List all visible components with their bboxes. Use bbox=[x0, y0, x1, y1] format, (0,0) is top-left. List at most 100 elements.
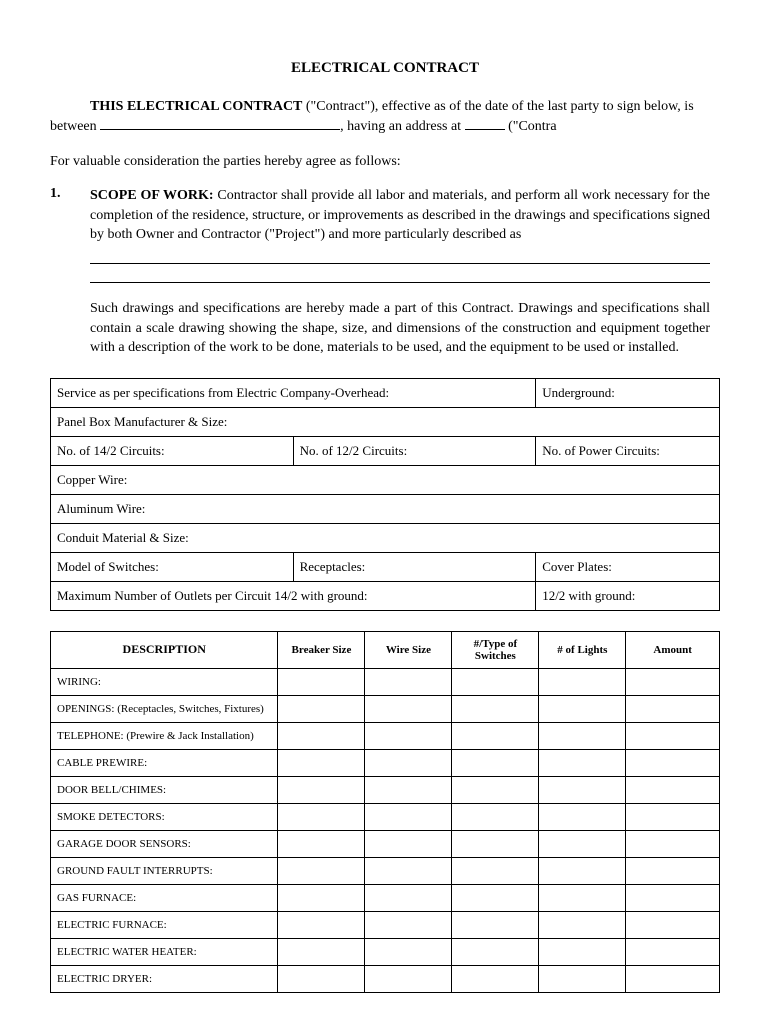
cell[interactable] bbox=[278, 884, 365, 911]
cell[interactable] bbox=[626, 776, 720, 803]
header-amount: Amount bbox=[626, 631, 720, 668]
blank-party[interactable] bbox=[100, 129, 340, 130]
desc-label: SMOKE DETECTORS: bbox=[51, 803, 278, 830]
spec-receptacles: Receptacles: bbox=[293, 552, 536, 581]
cell[interactable] bbox=[365, 938, 452, 965]
header-wire: Wire Size bbox=[365, 631, 452, 668]
table-row: GARAGE DOOR SENSORS: bbox=[51, 830, 720, 857]
cell[interactable] bbox=[452, 749, 539, 776]
cell[interactable] bbox=[452, 911, 539, 938]
spec-max-outlets-14-2: Maximum Number of Outlets per Circuit 14… bbox=[51, 581, 536, 610]
table-row: Model of Switches: Receptacles: Cover Pl… bbox=[51, 552, 720, 581]
cell[interactable] bbox=[626, 938, 720, 965]
cell[interactable] bbox=[278, 965, 365, 992]
table-row: SMOKE DETECTORS: bbox=[51, 803, 720, 830]
header-switches: #/Type of Switches bbox=[452, 631, 539, 668]
table-row: ELECTRIC WATER HEATER: bbox=[51, 938, 720, 965]
cell[interactable] bbox=[539, 776, 626, 803]
fill-line-1[interactable] bbox=[90, 249, 710, 264]
cell[interactable] bbox=[365, 965, 452, 992]
spec-underground: Underground: bbox=[536, 378, 720, 407]
cell[interactable] bbox=[452, 938, 539, 965]
cell[interactable] bbox=[539, 695, 626, 722]
table-row: Conduit Material & Size: bbox=[51, 523, 720, 552]
cell[interactable] bbox=[452, 884, 539, 911]
cell[interactable] bbox=[278, 938, 365, 965]
cell[interactable] bbox=[626, 695, 720, 722]
header-breaker: Breaker Size bbox=[278, 631, 365, 668]
spec-table: Service as per specifications from Elect… bbox=[50, 378, 720, 611]
blank-address[interactable] bbox=[465, 129, 505, 130]
cell[interactable] bbox=[365, 911, 452, 938]
cell[interactable] bbox=[452, 857, 539, 884]
cell[interactable] bbox=[278, 803, 365, 830]
cell[interactable] bbox=[365, 695, 452, 722]
cell[interactable] bbox=[365, 803, 452, 830]
desc-label: OPENINGS: (Receptacles, Switches, Fixtur… bbox=[51, 695, 278, 722]
table-row: Aluminum Wire: bbox=[51, 494, 720, 523]
cell[interactable] bbox=[626, 857, 720, 884]
header-lights: # of Lights bbox=[539, 631, 626, 668]
cell[interactable] bbox=[626, 722, 720, 749]
table-row: OPENINGS: (Receptacles, Switches, Fixtur… bbox=[51, 695, 720, 722]
cell[interactable] bbox=[452, 830, 539, 857]
table-row: GROUND FAULT INTERRUPTS: bbox=[51, 857, 720, 884]
cell[interactable] bbox=[365, 668, 452, 695]
cell[interactable] bbox=[278, 668, 365, 695]
cell[interactable] bbox=[452, 722, 539, 749]
table-row: CABLE PREWIRE: bbox=[51, 749, 720, 776]
desc-label: GARAGE DOOR SENSORS: bbox=[51, 830, 278, 857]
cell[interactable] bbox=[626, 884, 720, 911]
cell[interactable] bbox=[278, 722, 365, 749]
cell[interactable] bbox=[278, 749, 365, 776]
table-row: No. of 14/2 Circuits: No. of 12/2 Circui… bbox=[51, 436, 720, 465]
cell[interactable] bbox=[278, 911, 365, 938]
cell[interactable] bbox=[626, 830, 720, 857]
cell[interactable] bbox=[539, 884, 626, 911]
cell[interactable] bbox=[539, 938, 626, 965]
cell[interactable] bbox=[365, 749, 452, 776]
cell[interactable] bbox=[539, 803, 626, 830]
intro-contra: ("Contra bbox=[505, 119, 557, 134]
cell[interactable] bbox=[539, 830, 626, 857]
cell[interactable] bbox=[452, 803, 539, 830]
cell[interactable] bbox=[539, 722, 626, 749]
cell[interactable] bbox=[278, 857, 365, 884]
cell[interactable] bbox=[452, 965, 539, 992]
spec-panel-box: Panel Box Manufacturer & Size: bbox=[51, 407, 720, 436]
cell[interactable] bbox=[626, 803, 720, 830]
cell[interactable] bbox=[626, 911, 720, 938]
cell[interactable] bbox=[626, 965, 720, 992]
cell[interactable] bbox=[539, 965, 626, 992]
cell[interactable] bbox=[626, 749, 720, 776]
intro-having: , having an address at bbox=[340, 119, 464, 134]
cell[interactable] bbox=[452, 668, 539, 695]
table-row: ELECTRIC DRYER: bbox=[51, 965, 720, 992]
desc-label: CABLE PREWIRE: bbox=[51, 749, 278, 776]
cell[interactable] bbox=[278, 695, 365, 722]
spec-12-2-ground: 12/2 with ground: bbox=[536, 581, 720, 610]
table-row: DOOR BELL/CHIMES: bbox=[51, 776, 720, 803]
cell[interactable] bbox=[365, 884, 452, 911]
cell[interactable] bbox=[626, 668, 720, 695]
desc-label: GAS FURNACE: bbox=[51, 884, 278, 911]
cell[interactable] bbox=[365, 857, 452, 884]
section-1-body: SCOPE OF WORK: Contractor shall provide … bbox=[90, 186, 720, 287]
desc-label: ELECTRIC DRYER: bbox=[51, 965, 278, 992]
cell[interactable] bbox=[365, 830, 452, 857]
cell[interactable] bbox=[539, 857, 626, 884]
cell[interactable] bbox=[278, 830, 365, 857]
cell[interactable] bbox=[539, 668, 626, 695]
cell[interactable] bbox=[278, 776, 365, 803]
fill-line-2[interactable] bbox=[90, 268, 710, 283]
section-1: 1. SCOPE OF WORK: Contractor shall provi… bbox=[50, 186, 720, 287]
cell[interactable] bbox=[452, 695, 539, 722]
table-row: ELECTRIC FURNACE: bbox=[51, 911, 720, 938]
cell[interactable] bbox=[365, 776, 452, 803]
cell[interactable] bbox=[539, 911, 626, 938]
table-row: Service as per specifications from Elect… bbox=[51, 378, 720, 407]
table-row: TELEPHONE: (Prewire & Jack Installation) bbox=[51, 722, 720, 749]
cell[interactable] bbox=[539, 749, 626, 776]
cell[interactable] bbox=[452, 776, 539, 803]
cell[interactable] bbox=[365, 722, 452, 749]
